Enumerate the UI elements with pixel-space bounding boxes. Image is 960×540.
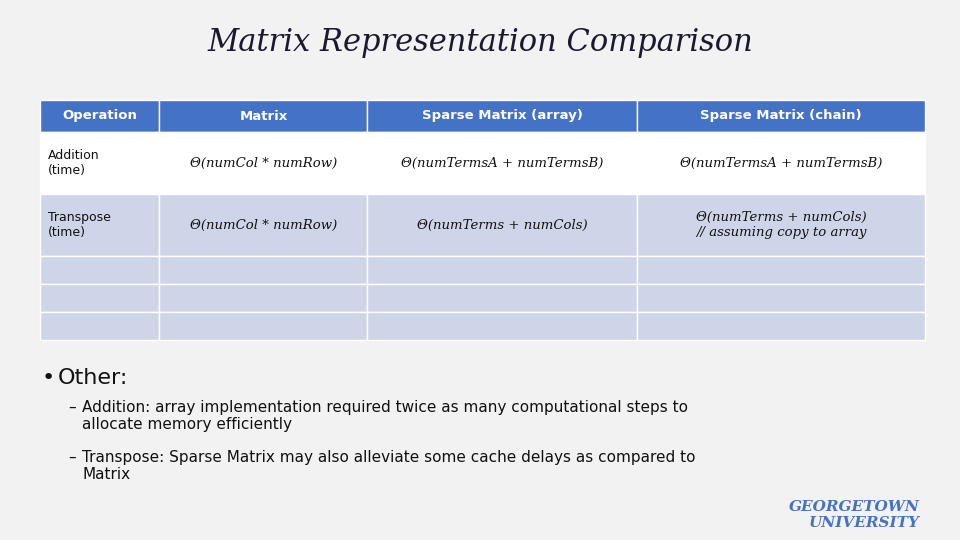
Text: Θ(numTermsA + numTermsB): Θ(numTermsA + numTermsB) — [680, 157, 882, 170]
Text: Matrix: Matrix — [239, 110, 288, 123]
Bar — [40, 194, 159, 256]
Bar — [368, 256, 637, 284]
Text: •: • — [42, 368, 56, 388]
Bar — [40, 284, 159, 312]
Text: Θ(numTermsA + numTermsB): Θ(numTermsA + numTermsB) — [401, 157, 604, 170]
Bar — [159, 194, 368, 256]
Text: Θ(numTerms + numCols): Θ(numTerms + numCols) — [417, 219, 588, 232]
Bar — [637, 194, 925, 256]
Text: Sparse Matrix (chain): Sparse Matrix (chain) — [701, 110, 862, 123]
Text: Θ(numCol * numRow): Θ(numCol * numRow) — [190, 157, 337, 170]
Text: Θ(numCol * numRow): Θ(numCol * numRow) — [190, 219, 337, 232]
Bar — [368, 100, 637, 132]
Text: Transpose
(time): Transpose (time) — [48, 211, 110, 239]
Bar — [637, 100, 925, 132]
Text: Sparse Matrix (array): Sparse Matrix (array) — [422, 110, 583, 123]
Bar — [40, 100, 159, 132]
Bar — [368, 194, 637, 256]
Bar — [368, 132, 637, 194]
Text: Operation: Operation — [62, 110, 137, 123]
Text: Addition
(time): Addition (time) — [48, 149, 100, 177]
Bar — [637, 132, 925, 194]
Bar — [159, 132, 368, 194]
Bar — [637, 256, 925, 284]
Bar — [159, 256, 368, 284]
Text: Addition: array implementation required twice as many computational steps to: Addition: array implementation required … — [82, 400, 688, 415]
Text: –: – — [68, 450, 76, 465]
Bar — [637, 284, 925, 312]
Bar — [159, 312, 368, 340]
Bar — [159, 284, 368, 312]
Bar — [159, 100, 368, 132]
Text: Θ(numTerms + numCols)
// assuming copy to array: Θ(numTerms + numCols) // assuming copy t… — [696, 211, 867, 239]
Text: Other:: Other: — [58, 368, 129, 388]
Text: –: – — [68, 400, 76, 415]
Text: Matrix: Matrix — [82, 467, 131, 482]
Text: Matrix Representation Comparison: Matrix Representation Comparison — [207, 26, 753, 57]
Bar — [40, 132, 159, 194]
Text: allocate memory efficiently: allocate memory efficiently — [82, 417, 292, 432]
Text: GEORGETOWN
UNIVERSITY: GEORGETOWN UNIVERSITY — [789, 500, 920, 530]
Bar — [40, 256, 159, 284]
Bar — [368, 312, 637, 340]
Bar — [40, 312, 159, 340]
Text: Transpose: Sparse Matrix may also alleviate some cache delays as compared to: Transpose: Sparse Matrix may also allevi… — [82, 450, 695, 465]
Bar — [368, 284, 637, 312]
Bar — [637, 312, 925, 340]
